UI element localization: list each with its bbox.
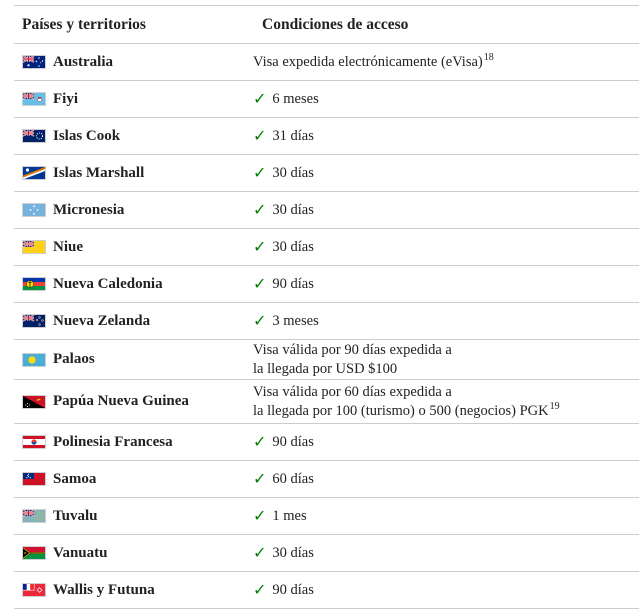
condition-text: 31 días — [272, 127, 314, 144]
country-name: Islas Cook — [53, 127, 121, 144]
condition-text: 60 días — [272, 470, 314, 487]
country-name: Wallis y Futuna — [53, 581, 155, 598]
country-name: Polinesia Francesa — [53, 433, 173, 450]
table-row-palau: Palaos Visa válida por 90 días expedida … — [14, 339, 639, 379]
country-name: Islas Marshall — [53, 164, 145, 181]
footnote-ref: 18 — [483, 51, 494, 63]
column-header-conditions: Condiciones de acceso — [262, 15, 409, 33]
flag-tuvalu-icon — [22, 509, 46, 523]
flag-samoa-icon — [22, 472, 46, 486]
check-icon: ✓ — [253, 469, 267, 488]
check-icon: ✓ — [253, 311, 267, 330]
condition-text: 1 mes — [272, 507, 307, 524]
country-name: Fiyi — [53, 90, 78, 107]
country-name: Niue — [53, 238, 83, 255]
table-row-australia: Australia Visa expedida electrónicamente… — [14, 43, 639, 80]
check-icon: ✓ — [253, 432, 267, 451]
country-name: Palaos — [53, 351, 95, 367]
country-name: Micronesia — [53, 201, 125, 218]
table-row-new-caledonia: Nueva Caledonia ✓ 90 días — [14, 265, 639, 302]
condition-text: 90 días — [272, 275, 314, 292]
flag-micronesia-icon — [22, 203, 46, 217]
country-name: Samoa — [53, 470, 97, 487]
flag-french-polynesia-icon — [22, 435, 46, 449]
condition-text: Visa válida por 60 días expedida a la ll… — [253, 383, 560, 419]
table-row-fiji: Fiyi ✓ 6 meses — [14, 80, 639, 117]
flag-australia-icon — [22, 55, 46, 69]
country-name: Tuvalu — [53, 507, 98, 524]
table-header-row: Países y territorios Condiciones de acce… — [14, 5, 639, 43]
flag-vanuatu-icon — [22, 546, 46, 560]
country-name: Papúa Nueva Guinea — [53, 393, 189, 409]
check-icon: ✓ — [253, 580, 267, 599]
table-row-marshall-islands: Islas Marshall ✓ 30 días — [14, 154, 639, 191]
footnote-ref: 19 — [549, 400, 560, 412]
flag-papua-new-guinea-icon — [22, 394, 46, 409]
flag-wallis-and-futuna-icon — [22, 583, 46, 597]
country-name: Nueva Zelanda — [53, 312, 151, 329]
check-icon: ✓ — [253, 237, 267, 256]
flag-marshall-islands-icon — [22, 166, 46, 180]
check-icon: ✓ — [253, 126, 267, 145]
check-icon: ✓ — [253, 543, 267, 562]
visa-conditions-table: Países y territorios Condiciones de acce… — [14, 5, 639, 609]
column-header-countries: Países y territorios — [22, 15, 146, 33]
flag-cook-islands-icon — [22, 129, 46, 143]
table-row-tuvalu: Tuvalu ✓ 1 mes — [14, 497, 639, 534]
table-row-wallis-and-futuna: Wallis y Futuna ✓ 90 días — [14, 571, 639, 608]
condition-text: 30 días — [272, 238, 314, 255]
condition-text: 30 días — [272, 164, 314, 181]
check-icon: ✓ — [253, 89, 267, 108]
condition-text: Visa expedida electrónicamente (eVisa)18 — [253, 51, 494, 70]
country-name: Nueva Caledonia — [53, 275, 163, 292]
flag-niue-icon — [22, 240, 46, 254]
country-name: Australia — [53, 53, 113, 70]
check-icon: ✓ — [253, 506, 267, 525]
check-icon: ✓ — [253, 163, 267, 182]
flag-fiji-icon — [22, 92, 46, 106]
condition-text: 90 días — [272, 581, 314, 598]
table-row-papua-new-guinea: Papúa Nueva Guinea Visa válida por 60 dí… — [14, 379, 639, 423]
condition-text: 30 días — [272, 201, 314, 218]
table-row-micronesia: Micronesia ✓ 30 días — [14, 191, 639, 228]
check-icon: ✓ — [253, 200, 267, 219]
table-row-niue: Niue ✓ 30 días — [14, 228, 639, 265]
condition-text: 90 días — [272, 433, 314, 450]
table-row-french-polynesia: Polinesia Francesa ✓ 90 días — [14, 423, 639, 460]
table-row-new-zealand: Nueva Zelanda ✓ 3 meses — [14, 302, 639, 339]
country-name: Vanuatu — [53, 544, 108, 561]
condition-text: 6 meses — [272, 90, 319, 107]
table-row-samoa: Samoa ✓ 60 días — [14, 460, 639, 497]
check-icon: ✓ — [253, 274, 267, 293]
condition-text: 3 meses — [272, 312, 319, 329]
condition-text: Visa válida por 90 días expedida a la ll… — [253, 341, 452, 377]
table-row-vanuatu: Vanuatu ✓ 30 días — [14, 534, 639, 571]
flag-new-zealand-icon — [22, 314, 46, 328]
flag-palau-icon — [22, 352, 46, 367]
flag-new-caledonia-icon — [22, 277, 46, 291]
table-row-cook-islands: Islas Cook ✓ 31 días — [14, 117, 639, 154]
condition-text: 30 días — [272, 544, 314, 561]
